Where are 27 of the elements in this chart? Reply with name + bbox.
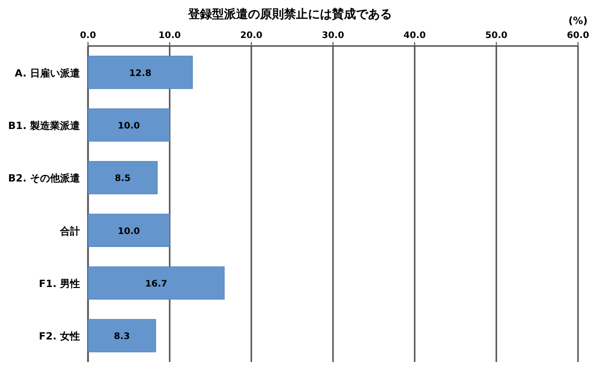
bar xyxy=(88,266,225,300)
x-tick-label: 60.0 xyxy=(566,31,590,41)
x-axis-title: (%) xyxy=(568,16,588,27)
bar xyxy=(88,56,193,89)
x-tick-label: 0.0 xyxy=(80,31,96,41)
data-label: 8.3 xyxy=(114,332,130,342)
y-tick-label: B2. その他派遣 xyxy=(8,172,81,185)
bar xyxy=(88,108,170,142)
bar xyxy=(88,319,156,352)
data-label: 16.7 xyxy=(145,280,168,290)
x-tick-label: 50.0 xyxy=(485,31,508,41)
x-tick-label: 30.0 xyxy=(322,31,344,41)
data-label: 12.8 xyxy=(129,68,152,79)
data-label: 10.0 xyxy=(118,122,140,132)
y-tick-label: 合計 xyxy=(59,225,80,238)
chart-title: 登録型派遣の原則禁止には賛成である xyxy=(187,7,392,21)
bar xyxy=(88,214,170,247)
x-tick-label: 40.0 xyxy=(404,31,426,41)
x-tick-label: 10.0 xyxy=(158,31,181,41)
bar xyxy=(88,161,158,194)
y-tick-label: B1. 製造業派遣 xyxy=(8,120,81,132)
data-label: 10.0 xyxy=(118,226,140,237)
data-label: 8.5 xyxy=(114,174,131,184)
y-tick-label: F1. 男性 xyxy=(38,278,80,290)
y-tick-label: F2. 女性 xyxy=(38,330,80,343)
x-tick-label: 20.0 xyxy=(240,31,262,41)
y-tick-label: A. 日雇い派遣 xyxy=(14,67,81,80)
